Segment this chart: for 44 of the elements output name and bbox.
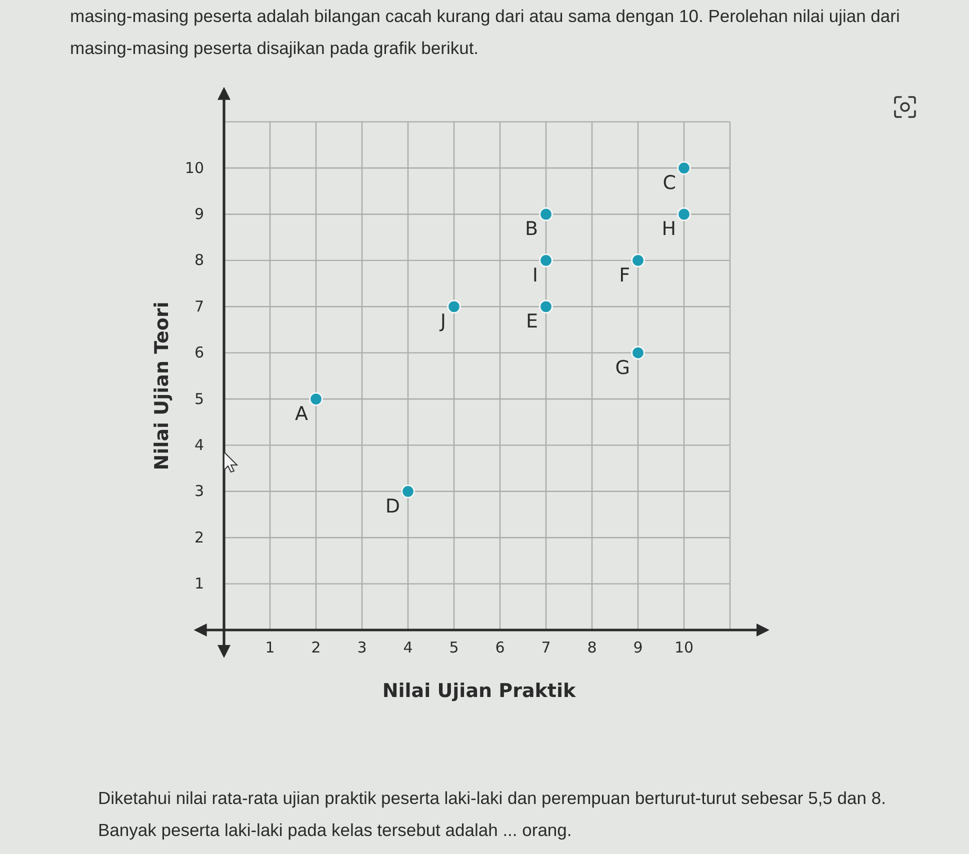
point bbox=[539, 254, 553, 268]
y-axis-title: Nilai Ujian Teori bbox=[151, 302, 173, 470]
y-tick-label: 10 bbox=[184, 158, 204, 177]
x-tick-label: 2 bbox=[311, 638, 321, 657]
annotation: D bbox=[385, 495, 400, 518]
annotation: E bbox=[526, 310, 538, 333]
chart-title: masing-masing peserta adalah bilangan cacah kurang dari atau sama dengan 10. Perolehan nilai ujian dari masing-masing peserta disajikan pada grafik berikut. bbox=[70, 5, 901, 60]
x-tick-label: 10 bbox=[674, 638, 694, 657]
point bbox=[539, 300, 553, 314]
x-axis-title: Nilai Ujian Praktik bbox=[382, 680, 576, 702]
point bbox=[677, 207, 691, 222]
annotation: J bbox=[439, 310, 446, 333]
annotation: H bbox=[662, 218, 676, 240]
annotation: A bbox=[295, 403, 308, 426]
x-tick-label: 6 bbox=[495, 638, 505, 657]
y-tick-label: 1 bbox=[194, 574, 204, 593]
point bbox=[631, 254, 645, 268]
y-tick-label: 5 bbox=[194, 390, 204, 408]
annotation: F bbox=[619, 264, 630, 286]
text: Diketahui nilai rata-rata ujian praktik peserta laki-laki dan perempuan berturut-turut sebesar 5,5 dan 8. Banyak peserta laki-laki pada kelas tersebut adalah ... orang. bbox=[98, 787, 887, 842]
y-tick-label: 6 bbox=[194, 344, 204, 362]
x-tick-label: 5 bbox=[449, 638, 459, 657]
point bbox=[447, 300, 461, 314]
x-tick-label: 3 bbox=[357, 638, 367, 657]
point bbox=[539, 207, 553, 222]
y-tick-label: 7 bbox=[194, 297, 204, 316]
x-tick-label: 1 bbox=[265, 638, 275, 657]
x-tick-label: 4 bbox=[403, 638, 413, 657]
point bbox=[309, 392, 323, 406]
annotation: C bbox=[662, 172, 676, 194]
annotation: I bbox=[532, 264, 538, 286]
x-tick-label: 8 bbox=[587, 638, 597, 657]
y-tick-label: 4 bbox=[194, 436, 204, 454]
y-tick-label: 8 bbox=[194, 251, 204, 270]
annotation: G bbox=[615, 356, 630, 379]
point bbox=[401, 484, 415, 498]
annotation: B bbox=[524, 218, 538, 240]
y-tick-label: 3 bbox=[194, 482, 204, 500]
x-tick-label: 7 bbox=[541, 638, 551, 657]
y-tick-label: 9 bbox=[194, 205, 204, 224]
point bbox=[677, 161, 691, 175]
x-tick-label: 9 bbox=[633, 638, 643, 657]
y-tick-label: 2 bbox=[194, 528, 204, 546]
point bbox=[631, 346, 645, 360]
